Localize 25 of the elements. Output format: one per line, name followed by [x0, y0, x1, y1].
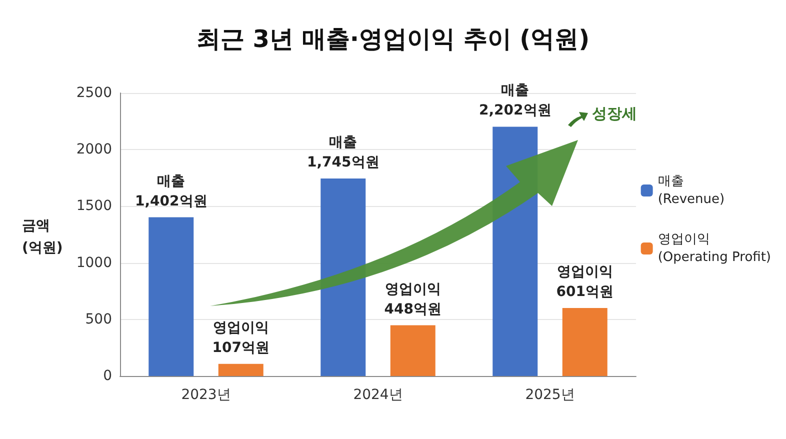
y-tick-label: 0 — [103, 368, 112, 384]
legend-label: 영업이익 (Operating Profit) — [658, 232, 772, 265]
data-label: 영업이익 601억원 — [556, 264, 614, 300]
chart-title: 최근 3년 매출·영업이익 추이 (억원) — [196, 25, 590, 53]
bar — [320, 178, 366, 376]
x-tick-label: 2024년 — [353, 387, 403, 403]
annotation: 성장세 — [592, 104, 637, 122]
data-label: 매출 1,402억원 — [134, 173, 208, 210]
data-label: 매출 1,745억원 — [306, 134, 380, 170]
bar — [218, 364, 264, 376]
y-tick-label: 1500 — [76, 198, 112, 214]
data-label: 영업이익 107억원 — [212, 320, 270, 356]
bar — [148, 217, 194, 376]
y-axis-title: 금액 (억원) — [22, 218, 63, 256]
bar — [562, 308, 608, 376]
bar — [390, 325, 436, 376]
y-tick-label: 2500 — [76, 85, 112, 101]
x-tick-label: 2025년 — [525, 387, 575, 403]
data-label: 매출 2,202억원 — [478, 82, 552, 119]
legend-label: 매출 (Revenue) — [658, 174, 725, 207]
y-tick-label: 2000 — [76, 142, 112, 158]
x-tick-label: 2023년 — [181, 387, 231, 403]
data-label: 영업이익 448억원 — [384, 281, 442, 318]
y-tick-label: 1000 — [76, 254, 112, 271]
y-tick-label: 500 — [85, 311, 112, 328]
